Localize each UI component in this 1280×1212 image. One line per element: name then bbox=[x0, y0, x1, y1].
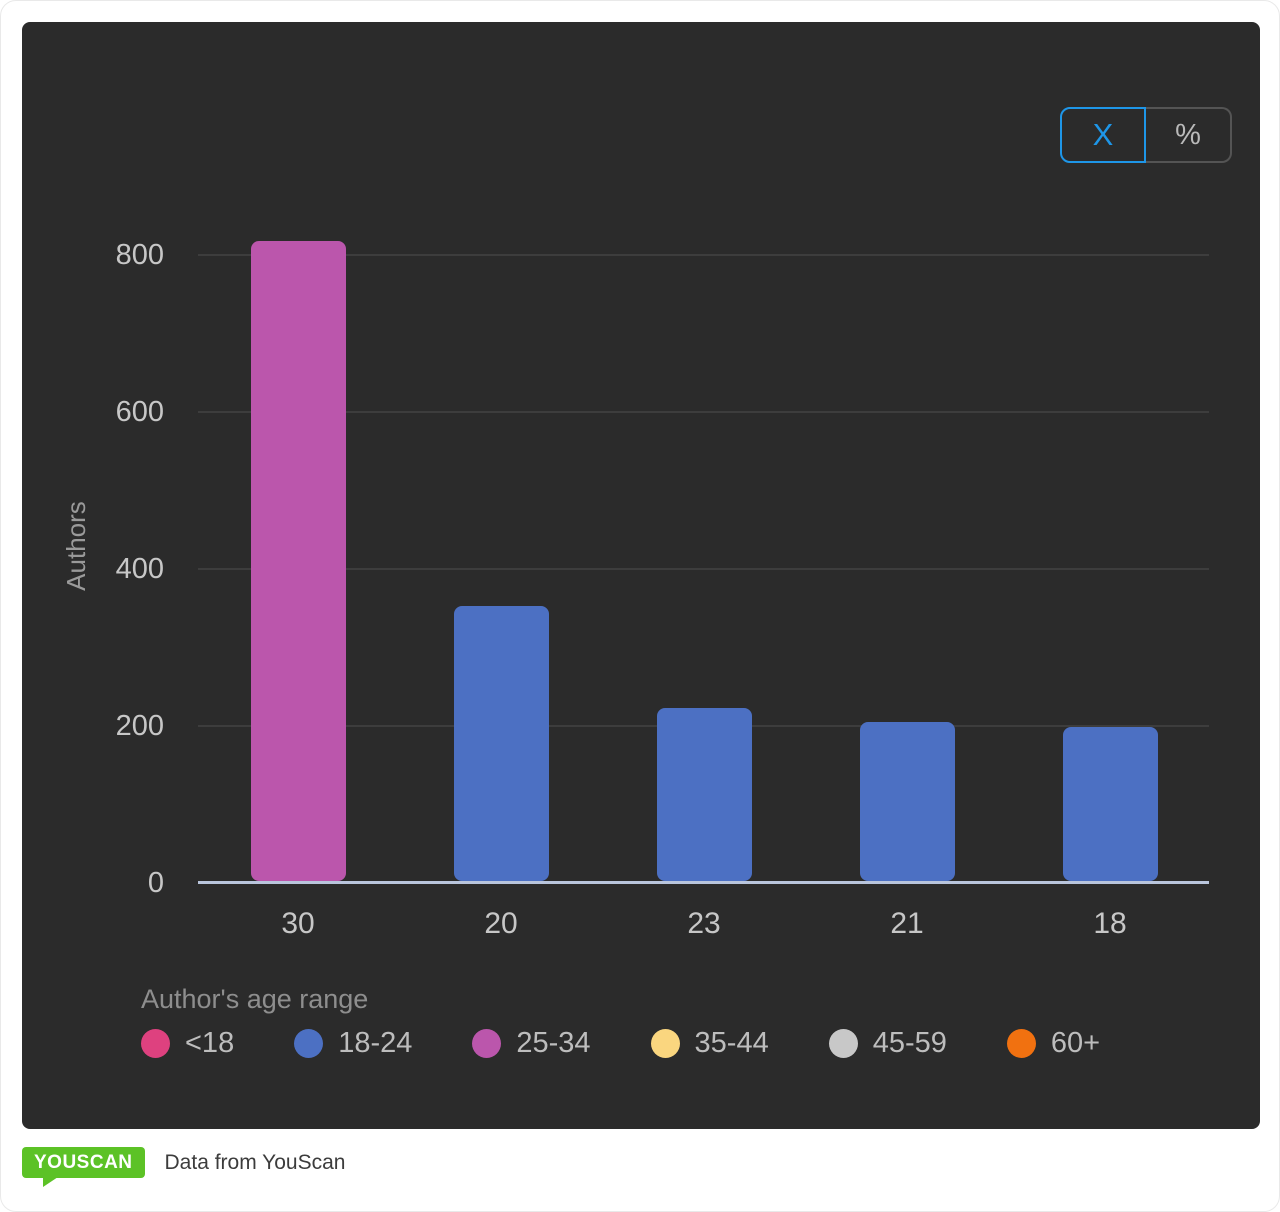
legend-item-label: <18 bbox=[185, 1027, 235, 1059]
y-axis-tick-label: 800 bbox=[115, 239, 164, 271]
legend-swatch-icon bbox=[1006, 1029, 1036, 1058]
y-axis-tick-label: 400 bbox=[115, 553, 164, 585]
legend-item-label: 25-34 bbox=[516, 1027, 591, 1059]
y-axis-tick-label: 600 bbox=[115, 396, 164, 428]
bar-30[interactable] bbox=[250, 241, 346, 881]
legend-item[interactable]: <18 bbox=[141, 1027, 234, 1060]
toggle-absolute-button[interactable]: X bbox=[1060, 107, 1146, 163]
x-axis-baseline bbox=[198, 881, 1209, 884]
gridline bbox=[198, 568, 1209, 570]
x-axis-tick-label: 18 bbox=[1093, 907, 1127, 940]
footer-caption: Data from YouScan bbox=[164, 1150, 346, 1174]
footer: YOUSCAN Data from YouScan bbox=[22, 1147, 346, 1187]
legend-item[interactable]: 60+ bbox=[1006, 1027, 1101, 1060]
y-axis-tick-label: 0 bbox=[147, 867, 164, 899]
x-axis-tick-label: 20 bbox=[484, 907, 518, 940]
legend-swatch-icon bbox=[650, 1029, 680, 1058]
legend-swatch-icon bbox=[141, 1029, 170, 1058]
gridline bbox=[198, 411, 1209, 413]
bar-23[interactable] bbox=[656, 708, 752, 881]
legend-item-label: 60+ bbox=[1050, 1027, 1101, 1059]
youscan-logo-text: YOUSCAN bbox=[34, 1151, 133, 1173]
legend: <18 18-24 25-34 35-44 45-59 60+ bbox=[141, 1027, 1100, 1060]
chart-card: X % Authors 30 20 23 21 18 0 200 400 600 800 Aut… bbox=[22, 22, 1260, 1129]
bar-21[interactable] bbox=[859, 722, 955, 881]
toggle-percent-button[interactable]: % bbox=[1146, 107, 1232, 163]
y-axis-title: Authors bbox=[61, 501, 91, 591]
plot-area: 30 20 23 21 18 bbox=[198, 235, 1209, 940]
x-axis-tick-label: 23 bbox=[687, 907, 721, 940]
y-axis-tick-label: 200 bbox=[115, 710, 164, 742]
bar-18[interactable] bbox=[1062, 727, 1158, 881]
legend-item[interactable]: 45-59 bbox=[828, 1027, 947, 1060]
legend-item[interactable]: 25-34 bbox=[472, 1027, 591, 1060]
legend-item-label: 18-24 bbox=[338, 1027, 413, 1059]
legend-item[interactable]: 18-24 bbox=[294, 1027, 412, 1060]
x-axis-tick-label: 30 bbox=[281, 907, 315, 940]
bar-20[interactable] bbox=[453, 606, 549, 881]
x-axis-tick-label: 21 bbox=[890, 907, 924, 940]
logo-speech-tail-icon bbox=[43, 1177, 58, 1187]
gridline bbox=[198, 254, 1209, 256]
legend-item-label: 35-44 bbox=[694, 1027, 769, 1059]
legend-swatch-icon bbox=[294, 1029, 324, 1058]
legend-item[interactable]: 35-44 bbox=[650, 1027, 769, 1060]
display-mode-toggle: X % bbox=[1060, 107, 1232, 163]
legend-title: Author's age range bbox=[141, 984, 369, 1014]
legend-item-label: 45-59 bbox=[872, 1027, 947, 1059]
legend-swatch-icon bbox=[828, 1029, 858, 1058]
youscan-logo: YOUSCAN bbox=[22, 1147, 145, 1187]
legend-swatch-icon bbox=[472, 1029, 502, 1058]
